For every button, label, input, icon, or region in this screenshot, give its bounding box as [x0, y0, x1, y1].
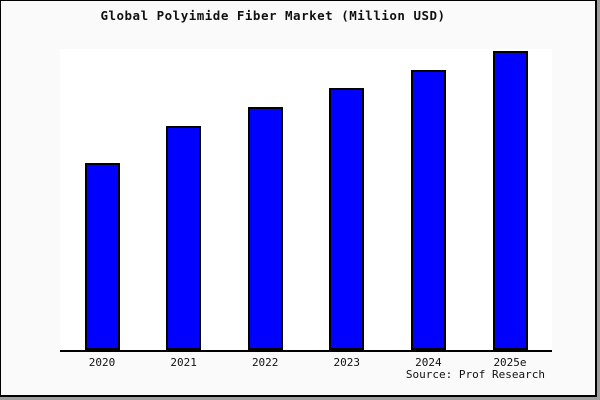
- source-credit: Source: Prof Research: [405, 368, 545, 381]
- bar-2024: [410, 70, 446, 350]
- plot-area: [60, 49, 552, 352]
- x-tick-label-2020: 2020: [88, 356, 116, 369]
- chart-title: Global Polyimide Fiber Market (Million U…: [100, 8, 446, 23]
- bar-2020: [84, 163, 120, 350]
- x-tick-label-2025e: 2025e: [493, 356, 527, 369]
- x-tick-label-2022: 2022: [251, 356, 279, 369]
- bar-2023: [329, 88, 365, 350]
- bar-2021: [166, 126, 202, 350]
- x-tick-label-2024: 2024: [415, 356, 442, 369]
- bar-2025e: [492, 51, 528, 350]
- x-tick-label-2021: 2021: [170, 356, 197, 369]
- x-tick-label-2023: 2023: [333, 356, 361, 369]
- bar-2022: [247, 107, 283, 350]
- x-axis-tick-labels: 2020 2021 2022 2023 2024 2025e: [60, 356, 552, 372]
